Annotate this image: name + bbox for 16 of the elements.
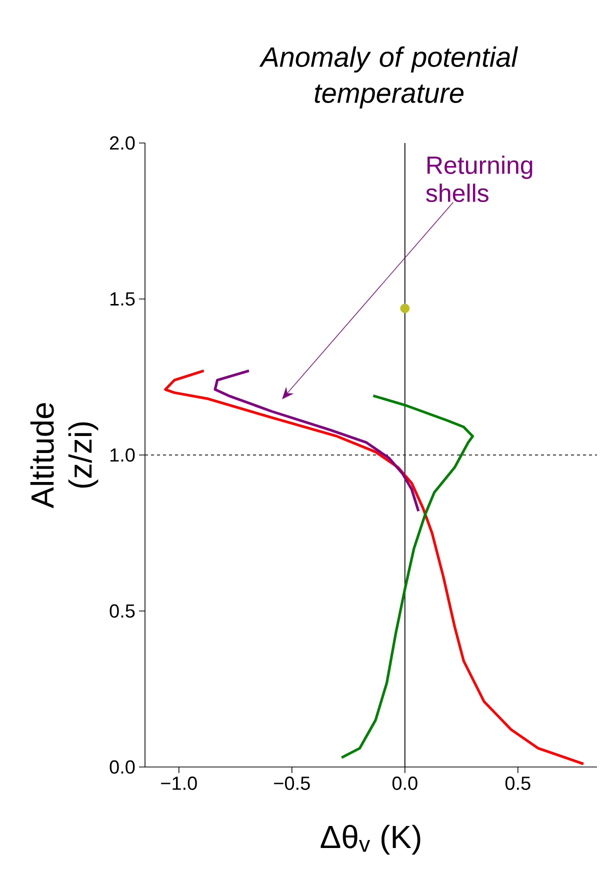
x-tick-label: 0.0 — [392, 776, 418, 790]
x-axis-title: Δθ$_{v}$ (K) — [320, 824, 420, 855]
y-tick-label: 0.5 — [110, 604, 135, 618]
line-series — [214, 369, 420, 512]
y-tick-label: 2.0 — [110, 136, 135, 150]
x-tick-label: −1.0 — [161, 776, 197, 790]
line-series — [340, 394, 474, 759]
y-tick-label: 1.0 — [110, 448, 135, 462]
chart-title: Anomaly of potential temperature — [259, 46, 518, 109]
line-series — [164, 369, 585, 766]
x-tick-label: 0.5 — [505, 776, 530, 790]
x-tick-label: −0.5 — [274, 776, 310, 790]
annotation: Returning shells — [426, 156, 532, 202]
y-tick-label: 1.5 — [110, 292, 135, 306]
y-tick-label: 0.0 — [110, 760, 135, 774]
y-axis-title: Altitude (z/zi) — [30, 403, 98, 508]
